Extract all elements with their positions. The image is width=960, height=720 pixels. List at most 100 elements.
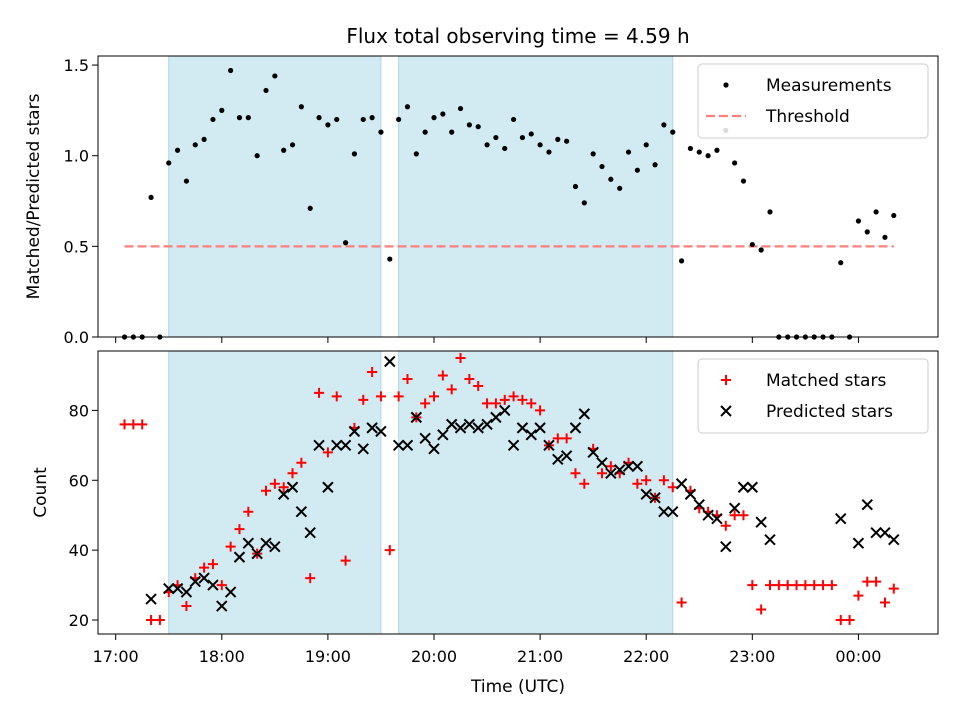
- data-point: [507, 439, 520, 452]
- legend-label: Threshold: [765, 107, 850, 127]
- data-point: [472, 422, 484, 434]
- data-point: [137, 419, 148, 430]
- data-point: [286, 481, 299, 493]
- data-point: [597, 468, 607, 479]
- x-tick-label: 23:00: [729, 647, 775, 666]
- data-point: [457, 105, 464, 112]
- axes-frame: [97, 55, 939, 338]
- legend-marker: [721, 375, 731, 385]
- chart-title: Flux total observing time = 4.59 h: [346, 24, 689, 48]
- shaded-interval-2: [398, 350, 674, 635]
- data-point: [599, 163, 605, 170]
- data-point: [401, 439, 414, 452]
- data-point: [449, 129, 455, 135]
- data-point: [199, 562, 210, 573]
- data-point: [322, 447, 333, 458]
- data-point: [463, 418, 476, 431]
- data-point: [360, 116, 366, 123]
- data-point: [546, 149, 552, 155]
- data-point: [119, 419, 130, 430]
- data-point: [888, 583, 899, 594]
- x-tick-label: 21:00: [517, 647, 563, 666]
- data-point: [561, 433, 572, 444]
- legend-label: Predicted stars: [766, 402, 893, 422]
- data-point: [888, 533, 900, 546]
- data-point: [800, 580, 811, 591]
- data-point: [579, 478, 590, 489]
- data-point: [163, 582, 175, 595]
- data-point: [871, 576, 882, 587]
- data-point: [809, 580, 820, 591]
- data-point: [853, 590, 864, 601]
- data-point: [632, 478, 643, 489]
- data-point: [720, 520, 731, 531]
- data-point: [838, 260, 844, 266]
- data-point: [870, 526, 882, 539]
- data-point: [375, 391, 386, 402]
- data-point: [525, 429, 537, 441]
- data-point: [747, 580, 758, 591]
- data-point: [314, 387, 325, 398]
- data-point: [473, 380, 484, 391]
- data-point: [510, 116, 517, 123]
- data-point: [192, 142, 198, 148]
- data-point: [696, 149, 702, 155]
- data-point: [634, 167, 640, 173]
- data-point: [367, 366, 378, 377]
- data-point: [342, 240, 349, 246]
- data-point: [767, 209, 773, 215]
- y-tick-label: 20: [69, 611, 89, 630]
- data-point: [490, 411, 502, 424]
- data-point: [711, 512, 723, 525]
- data-point: [693, 499, 705, 511]
- data-point: [277, 488, 290, 500]
- data-point: [198, 572, 210, 584]
- data-point: [702, 509, 714, 521]
- data-point: [281, 147, 287, 153]
- data-point: [873, 209, 879, 215]
- data-point: [661, 122, 667, 128]
- series-measurements: [121, 67, 897, 340]
- data-point: [855, 218, 862, 224]
- data-point: [420, 398, 431, 409]
- data-point: [617, 185, 623, 191]
- x-tick-label: 19:00: [305, 647, 351, 666]
- data-point: [437, 429, 449, 441]
- data-point: [289, 142, 296, 148]
- data-point: [396, 116, 402, 123]
- x-tick-label: 18:00: [199, 647, 245, 666]
- data-point: [678, 258, 685, 264]
- data-point: [392, 439, 405, 452]
- y-tick-label: 0.0: [64, 328, 89, 347]
- data-point: [225, 541, 236, 552]
- data-point: [569, 422, 582, 434]
- data-point: [228, 67, 234, 74]
- data-point: [891, 212, 897, 219]
- legend-box: [697, 63, 929, 139]
- data-point: [393, 391, 404, 402]
- data-point: [528, 131, 534, 137]
- data-point: [313, 439, 325, 452]
- data-point: [224, 586, 237, 598]
- series-matched-stars: [119, 352, 899, 626]
- data-point: [146, 615, 157, 626]
- y-axis-label: Matched/Predicted stars: [24, 93, 44, 299]
- legend-box: [697, 358, 929, 434]
- data-point: [667, 506, 679, 518]
- data-point: [331, 439, 343, 452]
- shaded-interval-1: [168, 55, 382, 338]
- data-point: [298, 104, 304, 110]
- data-point: [658, 475, 669, 486]
- data-point: [667, 482, 678, 493]
- y-tick-label: 1.0: [64, 147, 89, 166]
- data-point: [687, 145, 694, 152]
- data-point: [340, 555, 351, 566]
- x-tick-label: 20:00: [411, 647, 457, 666]
- data-point: [581, 200, 587, 206]
- data-point: [605, 461, 616, 472]
- data-point: [410, 411, 423, 424]
- data-point: [445, 418, 458, 431]
- data-point: [676, 597, 687, 608]
- data-point: [835, 512, 847, 525]
- data-point: [608, 176, 614, 182]
